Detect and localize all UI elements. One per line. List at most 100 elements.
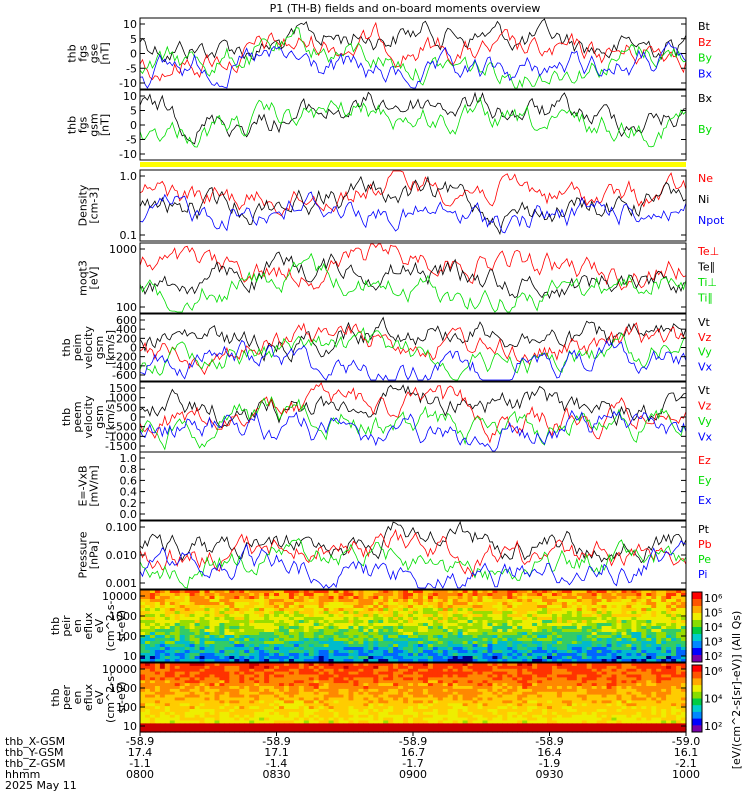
y-tick-label: 0.100 <box>106 521 138 534</box>
spectrogram-cell <box>179 706 186 710</box>
spectrogram-cell <box>512 665 518 670</box>
spectrogram-cell <box>552 593 558 597</box>
spectrogram-cell <box>293 593 300 597</box>
spectrogram-cell <box>149 620 156 624</box>
spectrogram-cell <box>413 697 419 701</box>
spectrogram-cell <box>333 620 340 624</box>
spectrogram-cell <box>477 665 484 670</box>
spectrogram-cell <box>432 608 439 612</box>
spectrogram-cell <box>199 599 206 603</box>
spectrogram-cell <box>646 626 652 630</box>
spectrogram-cell <box>244 623 250 627</box>
spectrogram-cell <box>676 605 682 609</box>
spectrogram-cell <box>388 665 394 670</box>
spectrogram-cell <box>403 686 409 690</box>
spectrogram-cell <box>467 605 474 609</box>
spectrogram-cell <box>681 680 687 684</box>
spectrogram-cell <box>313 665 320 670</box>
spectrogram-cell <box>651 644 657 648</box>
spectrogram-cell <box>398 711 404 716</box>
spectrogram-cell <box>591 608 598 612</box>
spectrogram-cell <box>159 709 166 713</box>
spectrogram-cell <box>358 688 364 693</box>
spectrogram-cell <box>611 688 618 693</box>
spectrogram-cell <box>447 626 454 630</box>
spectrogram-cell <box>219 683 225 687</box>
spectrogram-cell <box>403 680 409 684</box>
spectrogram-cell <box>472 711 479 716</box>
spectrogram-cell <box>199 641 206 645</box>
spectrogram-cell <box>527 626 533 630</box>
spectrogram-cell <box>363 617 369 621</box>
spectrogram-cell <box>214 703 221 707</box>
spectrogram-cell <box>164 650 171 654</box>
spectrogram-cell <box>467 706 474 710</box>
spectrogram-cell <box>383 590 389 594</box>
panel-peir: 10000100010010thbpeirenefluxeV(cm^2-s-sr… <box>49 589 687 663</box>
spectrogram-cell <box>676 596 682 600</box>
spectrogram-cell <box>264 694 270 699</box>
spectrogram-cell <box>174 706 181 710</box>
spectrogram-cell <box>542 686 548 690</box>
spectrogram-cell <box>646 602 652 606</box>
spectrogram-cell <box>363 694 369 699</box>
spectrogram-cell <box>621 602 628 606</box>
spectrogram-cell <box>145 711 151 716</box>
spectrogram-cell <box>482 593 489 597</box>
spectrogram-cell <box>442 656 449 660</box>
y-label-line: velocity <box>82 326 95 369</box>
spectrogram-cell <box>204 717 211 722</box>
spectrogram-cell <box>681 617 687 621</box>
spectrogram-cell <box>308 641 315 645</box>
spectrogram-cell <box>388 697 394 701</box>
spectrogram-cell <box>308 650 315 654</box>
spectrogram-cell <box>179 665 186 670</box>
spectrogram-cell <box>467 596 474 600</box>
spectrogram-cell <box>487 700 494 704</box>
spectrogram-cell <box>279 711 285 716</box>
spectrogram-cell <box>145 635 151 639</box>
spectrogram-cell <box>378 656 384 660</box>
spectrogram-cell <box>482 650 489 654</box>
spectrogram-cell <box>308 688 315 693</box>
spectrogram-cell <box>601 688 608 693</box>
spectrogram-cell <box>487 703 494 707</box>
spectrogram-cell <box>244 650 250 654</box>
spectrogram-cell <box>338 623 345 627</box>
spectrogram-cell <box>462 700 469 704</box>
spectrogram-cell <box>507 671 513 676</box>
spectrogram-cell <box>626 647 632 651</box>
spectrogram-cell <box>666 665 672 670</box>
spectrogram-cell <box>641 703 647 707</box>
spectrogram-cell <box>452 593 459 597</box>
legend-pressure-Pi: Pi <box>698 568 707 581</box>
spectrogram-cell <box>581 671 588 676</box>
spectrogram-cell <box>437 697 444 701</box>
spectrogram-cell <box>651 620 657 624</box>
spectrogram-cell <box>532 688 538 693</box>
spectrogram-cell <box>517 632 523 636</box>
spectrogram-cell <box>547 599 553 603</box>
spectrogram-cell <box>318 714 325 719</box>
spectrogram-cell <box>338 608 345 612</box>
spectrogram-cell <box>264 626 270 630</box>
spectrogram-cell <box>383 677 389 681</box>
spectrogram-cell <box>259 602 265 606</box>
spectrogram-cell <box>363 623 369 627</box>
spectrogram-cell <box>532 671 538 676</box>
spectrogram-cell <box>641 659 647 663</box>
spectrogram-cell <box>472 683 479 687</box>
spectrogram-cell <box>507 674 513 678</box>
spectrogram-cell <box>140 656 146 660</box>
spectrogram-cell <box>164 617 171 621</box>
spectrogram-cell <box>219 659 225 663</box>
spectrogram-cell <box>437 611 444 615</box>
spectrogram-cell <box>631 691 637 696</box>
spectrogram-cell <box>189 635 196 639</box>
spectrogram-cell <box>606 593 613 597</box>
spectrogram-cell <box>239 683 245 687</box>
spectrogram-cell <box>626 688 632 693</box>
spectrogram-cell <box>601 700 608 704</box>
spectrogram-cell <box>283 656 290 660</box>
spectrogram-cell <box>656 599 662 603</box>
